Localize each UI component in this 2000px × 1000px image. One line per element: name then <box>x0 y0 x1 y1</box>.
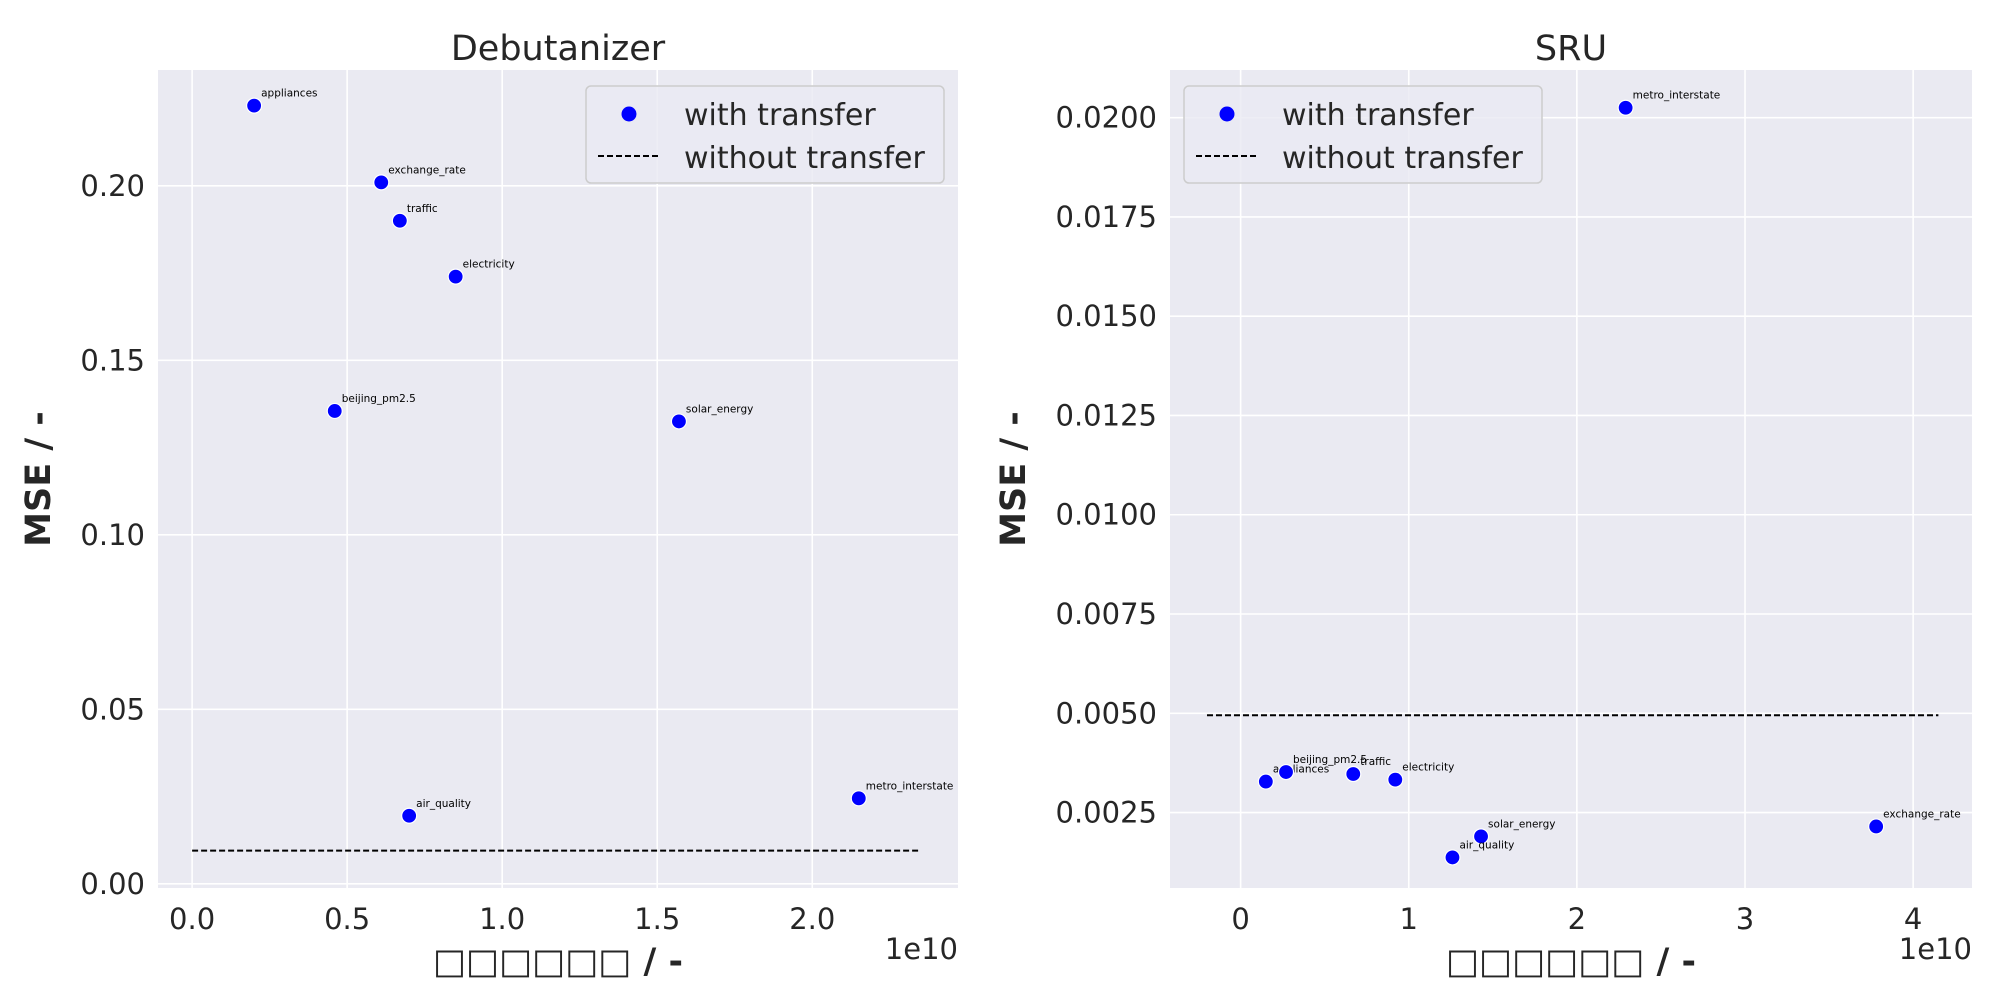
x-tick-label: 2.0 <box>789 902 835 936</box>
data-point-label: solar_energy <box>1488 818 1555 830</box>
plot-area <box>158 70 958 888</box>
data-point <box>1444 849 1461 866</box>
plot-area <box>1170 70 1972 888</box>
data-point <box>447 268 464 285</box>
x-tick-label: 0.5 <box>324 902 370 936</box>
data-point <box>1257 773 1274 790</box>
data-point <box>1868 818 1885 835</box>
chart-title: Debutanizer <box>451 29 666 69</box>
data-point-label: air_quality <box>416 798 471 810</box>
x-axis-offset-label: 1e10 <box>885 932 958 966</box>
y-tick-label: 0.0100 <box>1056 498 1157 532</box>
y-tick-label: 0.15 <box>80 343 145 377</box>
data-point <box>850 790 867 807</box>
x-tick-label: 1.5 <box>634 902 680 936</box>
data-point <box>373 174 390 191</box>
data-point <box>391 212 408 229</box>
x-axis-label: □□□□□□ / - <box>433 942 683 982</box>
chart-title: SRU <box>1535 29 1607 69</box>
data-point-label: electricity <box>1402 762 1454 774</box>
y-tick-label: 0.0125 <box>1056 398 1157 432</box>
data-point <box>1387 771 1404 788</box>
x-tick-label: 0.0 <box>169 902 215 936</box>
legend-label-with-transfer: with transfer <box>684 98 876 133</box>
x-tick-label: 3 <box>1736 902 1754 936</box>
y-axis-label: MSE / - <box>19 411 59 547</box>
y-tick-label: 0.20 <box>80 169 145 203</box>
legend-label-with-transfer: with transfer <box>1282 98 1474 133</box>
x-tick-label: 0 <box>1231 902 1249 936</box>
y-tick-label: 0.00 <box>80 867 145 901</box>
debutanizer-chart: 0.0 0.5 1.0 1.5 2.0 0.00 0.05 0.10 0.15 0.20 Debut… <box>19 29 958 982</box>
data-point-label: traffic <box>1360 756 1391 768</box>
data-point-label: appliances <box>261 88 317 100</box>
data-point <box>246 97 263 114</box>
legend: with transfer without transfer <box>585 85 945 184</box>
legend-frame <box>585 85 945 184</box>
y-tick-label: 0.0150 <box>1056 299 1157 333</box>
data-point <box>1277 763 1295 781</box>
legend-frame <box>1183 85 1543 184</box>
legend-marker-with-transfer <box>621 106 637 122</box>
sru-chart: 0 1 2 3 4 0.0025 0.0050 0.0075 0.0100 0.0125 0.015… <box>994 29 1972 982</box>
x-axis-label: □□□□□□ / - <box>1446 942 1696 982</box>
x-tick-label: 1 <box>1400 902 1418 936</box>
data-point <box>670 413 688 430</box>
data-point <box>1472 828 1490 845</box>
y-tick-label: 0.0075 <box>1056 597 1157 631</box>
y-tick-label: 0.10 <box>80 518 145 552</box>
x-tick-label: 1.0 <box>479 902 525 936</box>
legend-label-without-transfer: without transfer <box>1282 141 1523 176</box>
data-point-label: metro_interstate <box>866 780 954 792</box>
data-point-label: traffic <box>407 203 438 215</box>
data-point-label: air_quality <box>1459 839 1514 851</box>
x-tick-label: 4 <box>1904 902 1922 936</box>
legend: with transfer without transfer <box>1183 85 1543 184</box>
y-tick-label: 0.05 <box>80 692 145 726</box>
data-point-label: solar_energy <box>686 403 753 415</box>
y-tick-label: 0.0050 <box>1056 696 1157 730</box>
data-point <box>1345 765 1362 783</box>
legend-label-without-transfer: without transfer <box>684 141 925 176</box>
data-point-label: exchange_rate <box>1883 808 1961 820</box>
y-axis-label: MSE / - <box>994 411 1034 547</box>
legend-marker-with-transfer <box>1219 106 1235 122</box>
data-point <box>1617 99 1634 116</box>
data-point <box>326 402 343 420</box>
y-tick-label: 0.0175 <box>1056 200 1157 234</box>
data-point-label: beijing_pm2.5 <box>342 393 416 405</box>
y-tick-label: 0.0200 <box>1056 101 1157 135</box>
data-point-label: metro_interstate <box>1633 90 1721 102</box>
data-point-label: electricity <box>463 259 515 271</box>
data-point-label: exchange_rate <box>388 164 466 176</box>
x-axis-offset-label: 1e10 <box>1899 932 1972 966</box>
x-tick-label: 2 <box>1568 902 1586 936</box>
data-point <box>401 807 418 824</box>
data-point-label: beijing_pm2.5 <box>1293 754 1367 766</box>
y-tick-label: 0.0025 <box>1056 796 1157 830</box>
